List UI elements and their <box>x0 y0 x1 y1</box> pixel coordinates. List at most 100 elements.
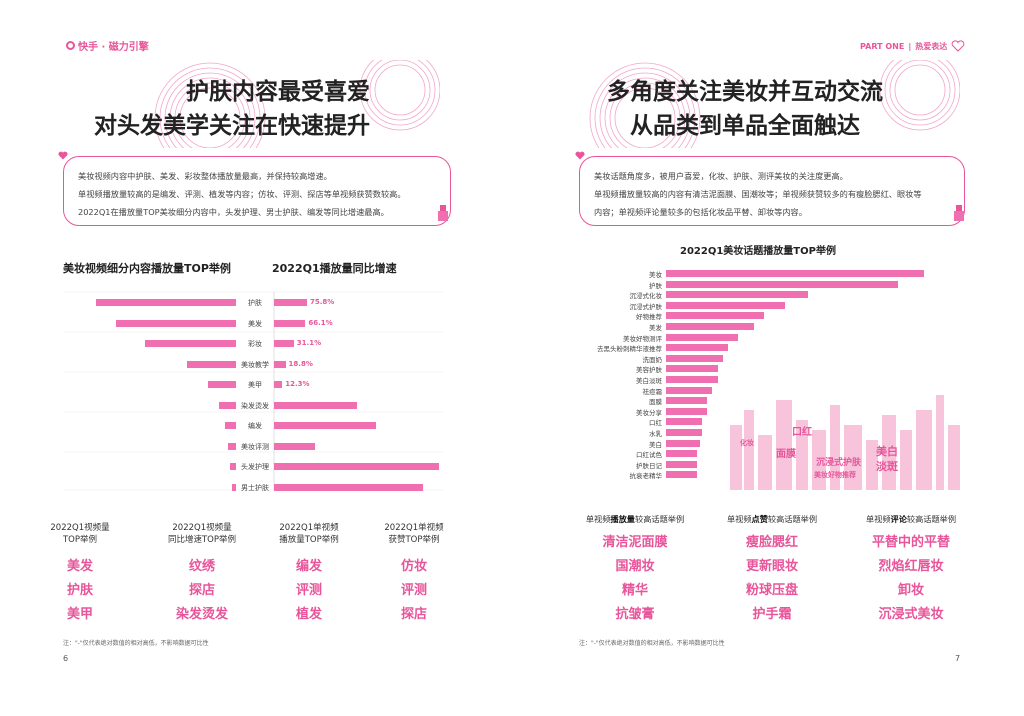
cloud-word: 化妆 <box>740 438 754 447</box>
cloud-word: 口红 <box>792 425 812 438</box>
header-pre: 单视频 <box>865 514 891 524</box>
topic-tag: 卸妆 <box>897 583 924 598</box>
lipstick-icon <box>954 205 964 221</box>
growth-value: 12.3% <box>285 380 310 388</box>
topic-label: 面膜 <box>649 398 662 407</box>
growth-bar <box>274 381 283 388</box>
growth-value: 66.1% <box>308 318 333 327</box>
summary-card-right: 美妆话题角度多，被用户喜爱，化妆、护肤、测评美妆的关注度更高。 单视频播放量较高… <box>579 156 965 226</box>
views-bar <box>227 442 236 450</box>
header-metric: 评论 <box>890 514 907 524</box>
tag-item: 护肤 <box>66 583 93 598</box>
header-post: 较高话题举例 <box>635 514 685 524</box>
growth-bar <box>274 299 307 306</box>
growth-value: 18.8% <box>288 359 313 368</box>
growth-bar <box>274 483 423 491</box>
part-indicator: PART ONE | 热爱表达 <box>860 40 965 52</box>
tag-item: 美发 <box>66 559 93 574</box>
growth-bar <box>274 463 439 470</box>
tag-item: 美甲 <box>66 607 93 622</box>
tag-item: 染发烫发 <box>175 607 228 622</box>
growth-bar <box>274 442 316 450</box>
card-line: 2022Q1在播放量TOP美妆细分内容中，头发护理、男士护肤、编发等同比增速最高… <box>78 207 389 217</box>
tag-item: 探店 <box>188 583 215 598</box>
category-label: 编发 <box>248 422 262 430</box>
title-line-1: 多角度关注美妆并互动交流 <box>607 79 883 105</box>
topic-tag: 粉球压盘 <box>745 583 798 598</box>
topic-column-header: 单视频点赞较高话题举例 <box>697 513 847 525</box>
topic-label: 美容护肤 <box>636 366 662 375</box>
topic-label: 洗面奶 <box>642 355 663 364</box>
section-label: 热爱表达 <box>915 41 948 51</box>
topic-bar <box>666 280 899 288</box>
tag-column-header: 2022Q1视频量 TOP举例 <box>50 523 110 545</box>
tag-column-header: 2022Q1单视频 播放量TOP举例 <box>279 523 339 545</box>
cloud-word: 淡斑 <box>876 459 898 473</box>
cloud-word: 美妆好物推荐 <box>814 470 856 479</box>
category-label: 头发护理 <box>241 463 269 471</box>
growth-bar <box>274 360 286 368</box>
topic-label: 沉浸式护肤 <box>629 302 663 311</box>
topic-tag: 抗皱膏 <box>615 607 655 622</box>
topic-label: 护肤 <box>649 281 662 290</box>
topic-bar <box>666 471 697 479</box>
topic-bar <box>666 344 728 352</box>
topic-column-header: 单视频评论较高话题举例 <box>836 513 986 525</box>
topic-tag: 护手霜 <box>752 607 792 622</box>
category-label: 美妆教学 <box>241 360 269 369</box>
footnote-left: 注："-"仅代表绝对数值的相对高低，不影响数据可比性 <box>63 640 209 647</box>
topic-label: 美发 <box>649 324 662 332</box>
growth-bar <box>274 401 357 409</box>
title-line-1: 护肤内容最受喜爱 <box>186 79 370 105</box>
topic-bar <box>666 354 723 362</box>
topic-bar <box>666 270 924 277</box>
topic-bar <box>666 407 708 415</box>
category-label: 护肤 <box>248 299 262 307</box>
topic-tag: 沉浸式美妆 <box>878 607 944 622</box>
topic-label: 水乳 <box>649 430 662 438</box>
header-post: 较高话题举例 <box>767 514 818 524</box>
header-metric: 播放量 <box>610 514 635 524</box>
topic-bar <box>666 323 754 330</box>
topic-bar <box>666 429 703 436</box>
heart-outline-icon <box>951 40 965 52</box>
topic-label: 好物推荐 <box>636 313 662 322</box>
category-label: 美发 <box>248 319 262 328</box>
topic-bar <box>666 460 697 468</box>
topic-bar <box>666 450 697 458</box>
cloud-word: 美白 <box>876 444 898 458</box>
topic-label: 美妆好物测评 <box>623 334 662 343</box>
topic-column-header: 单视频播放量较高话题举例 <box>560 513 710 525</box>
topic-tag: 国潮妆 <box>615 559 655 574</box>
brand-logo: 快手 · 磁力引擎 <box>66 38 149 53</box>
tag-item: 植发 <box>295 607 322 622</box>
page-number-right: 7 <box>955 654 961 663</box>
topic-bar <box>666 418 703 426</box>
topic-label: 抗衰老精华 <box>629 472 663 481</box>
tag-column-header: 2022Q1单视频 获赞TOP举例 <box>384 523 444 545</box>
growth-value: 75.8% <box>310 298 335 306</box>
category-label: 男士护肤 <box>241 483 269 492</box>
tag-item: 探店 <box>400 607 427 622</box>
page-number-left: 6 <box>63 654 69 663</box>
topic-bar <box>666 386 713 394</box>
heart-icon <box>575 151 585 160</box>
topic-label: 口红试色 <box>636 451 662 460</box>
header-pre: 单视频 <box>585 514 611 524</box>
part-label: PART ONE <box>860 41 905 51</box>
topic-label: 美白淡斑 <box>636 377 662 385</box>
title-line-2: 对头发美学关注在快速提升 <box>94 113 370 139</box>
kuaishou-logo-icon <box>66 41 75 50</box>
topic-tag: 更新眼妆 <box>745 559 798 574</box>
growth-bar <box>274 422 377 429</box>
tag-item: 仿妆 <box>400 559 427 574</box>
views-bar <box>224 422 236 429</box>
card-line: 单视频播放量较高的内容有清洁泥面膜、国潮妆等；单视频获赞较多的有瘦脸腮红、眼妆等 <box>594 189 922 199</box>
tag-item: 编发 <box>295 559 322 574</box>
topic-tag: 精华 <box>621 583 648 598</box>
growth-bar <box>274 319 306 327</box>
right-chart-title: 2022Q1美妆话题播放量TOP举例 <box>680 246 836 257</box>
topic-label: 去黑头粉刺精华液推荐 <box>597 345 662 354</box>
views-bar <box>115 319 236 327</box>
views-bar <box>96 299 236 306</box>
